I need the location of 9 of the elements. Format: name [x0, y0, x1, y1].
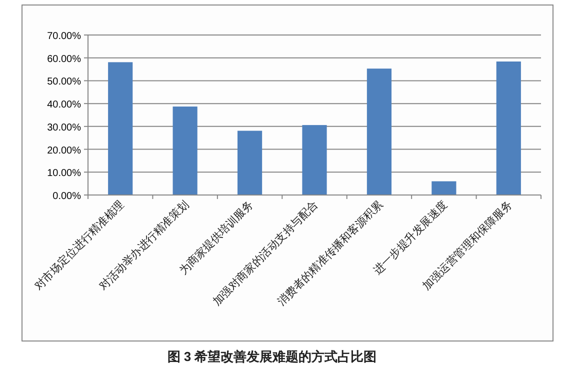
y-tick-label: 40.00% [47, 100, 82, 111]
y-tick-label: 30.00% [47, 122, 82, 134]
y-tick-label: 20.00% [47, 145, 82, 156]
y-tick-label: 50.00% [47, 76, 82, 88]
y-tick-label: 60.00% [47, 54, 82, 65]
y-tick-label: 70.00% [47, 31, 82, 42]
text: 图 3 希望改善发展难题的方式占比图 [167, 349, 377, 364]
y-tick-label: 0.00% [52, 191, 82, 202]
y-tick-label: 10.00% [47, 168, 82, 180]
